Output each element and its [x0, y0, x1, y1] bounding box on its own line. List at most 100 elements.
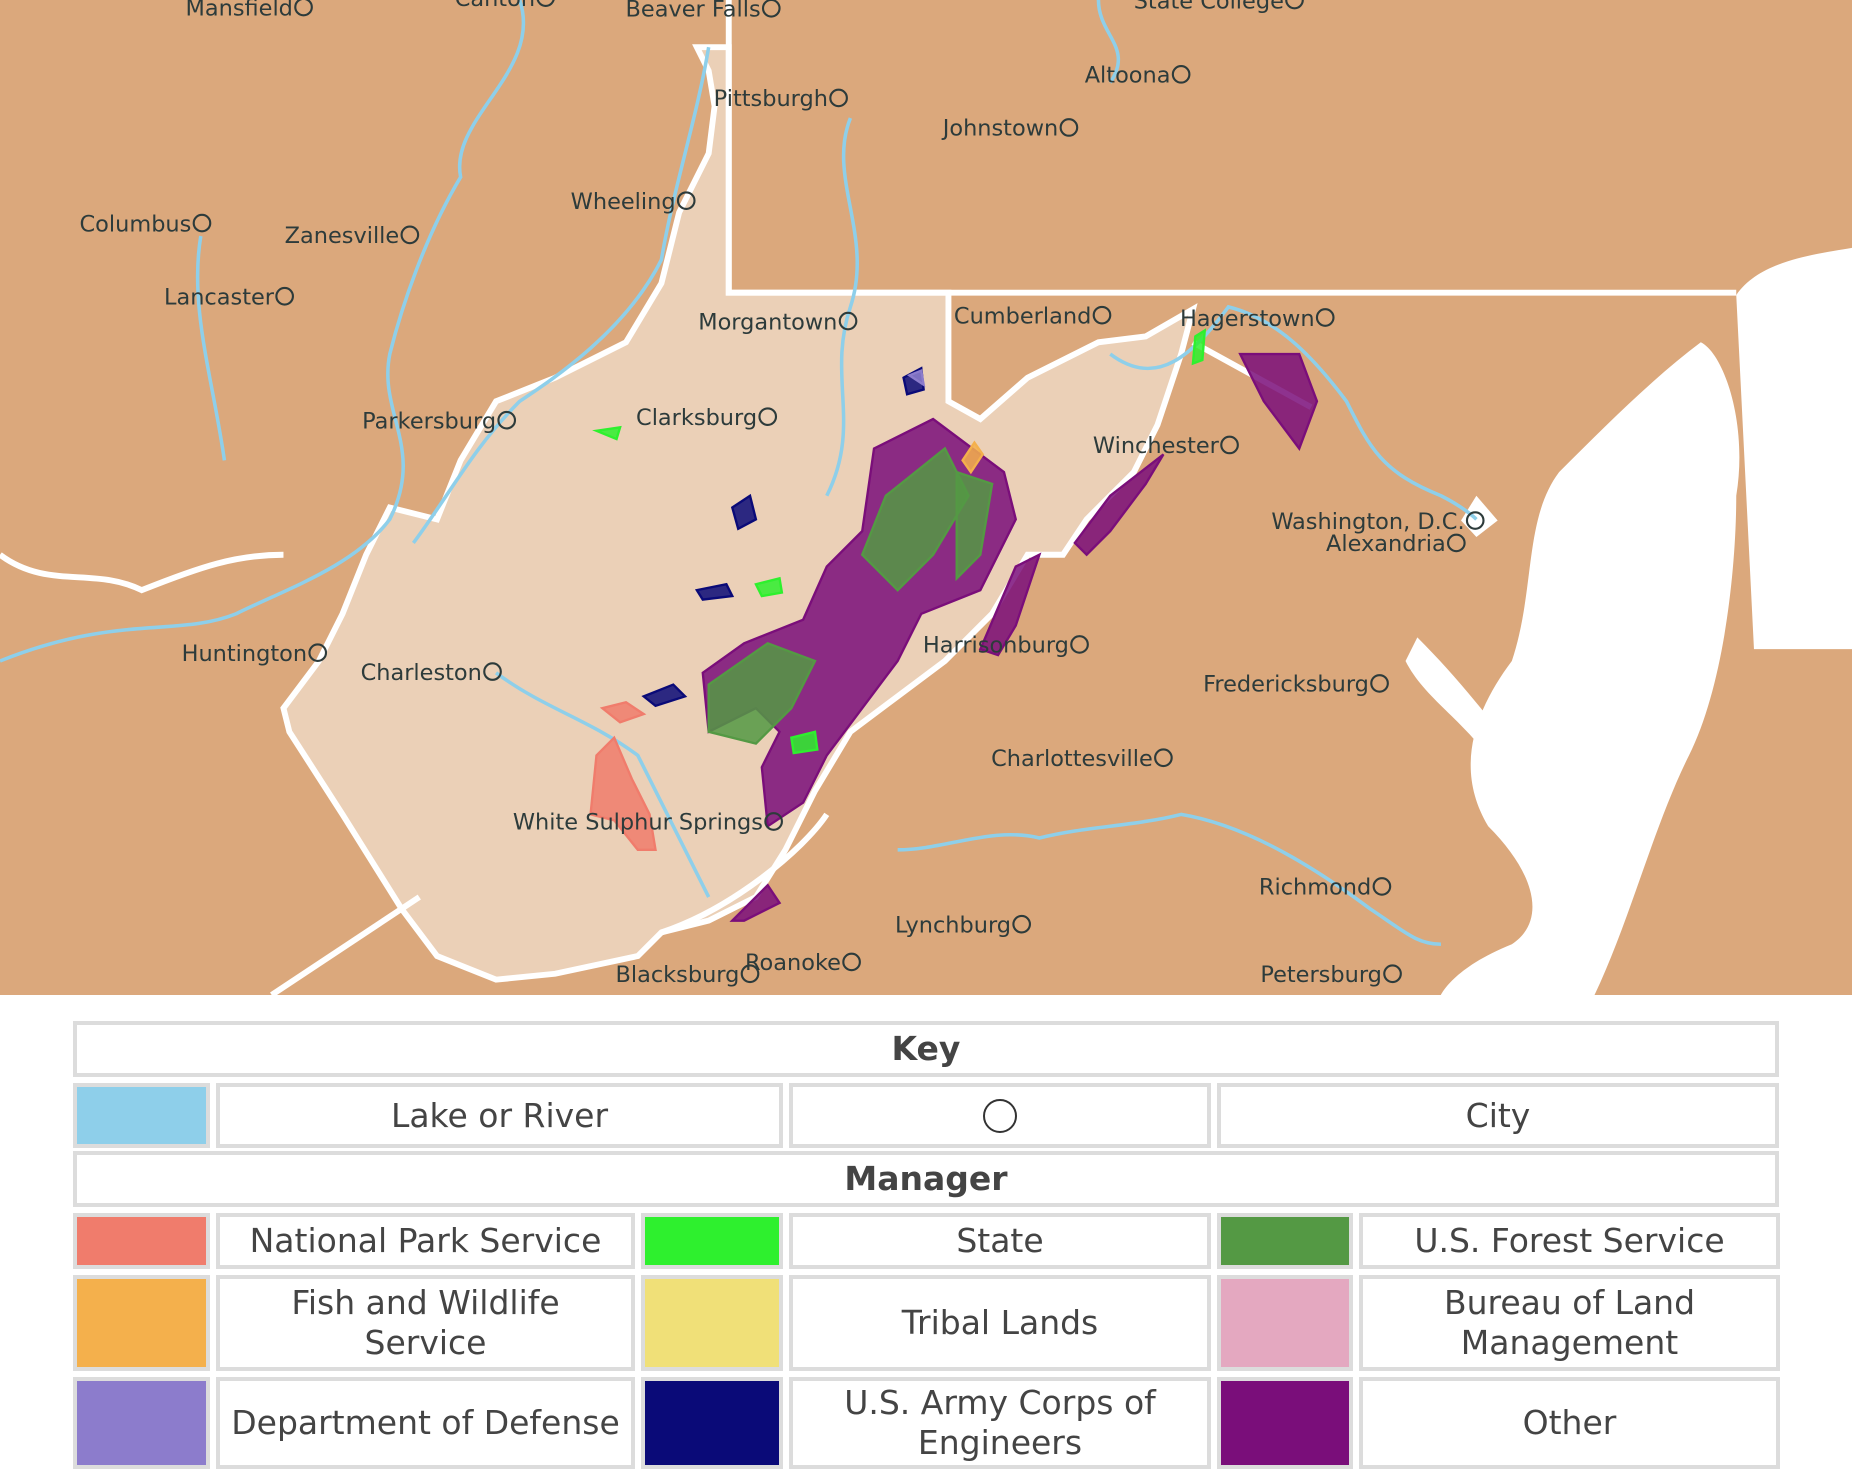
swatch — [645, 1381, 779, 1465]
city: Zanesville — [285, 223, 420, 249]
city: Beaver Falls — [626, 0, 781, 23]
city: Hagerstown — [1180, 306, 1335, 332]
land-patch — [1191, 328, 1207, 366]
city-marker — [829, 88, 848, 108]
city-marker — [1154, 748, 1173, 768]
city: Lancaster — [164, 285, 294, 311]
city: Harrisonburg — [923, 633, 1089, 659]
city: Columbus — [80, 211, 212, 237]
city-label: Zanesville — [285, 223, 400, 249]
city-label: Johnstown — [941, 116, 1059, 142]
city-marker — [758, 407, 778, 426]
city-label: Roanoke — [745, 950, 841, 976]
city-marker — [1285, 0, 1304, 10]
land-patch — [961, 440, 985, 475]
city: Charleston — [361, 660, 502, 686]
city: Johnstown — [941, 116, 1079, 142]
land-patch — [860, 446, 970, 592]
public-lands — [589, 328, 1319, 922]
manager-label: Other — [1359, 1377, 1780, 1469]
city: Morgantown — [698, 309, 858, 335]
city: Pittsburgh — [714, 86, 848, 112]
swatch — [77, 1279, 206, 1367]
land-patch — [599, 701, 647, 724]
city-marker — [1012, 914, 1032, 934]
city-label: Charleston — [361, 660, 482, 686]
city-label: Petersburg — [1260, 962, 1382, 988]
swatch — [1221, 1217, 1349, 1265]
city-marker — [294, 0, 313, 17]
city-label: Clarksburg — [636, 405, 757, 431]
city-symbol — [983, 1098, 1017, 1133]
city: Lynchburg — [895, 912, 1032, 938]
land-patch — [694, 582, 735, 601]
city-marker — [1465, 511, 1485, 530]
city: Huntington — [182, 641, 328, 667]
manager-label: National Park Service — [216, 1213, 635, 1269]
city-marker — [1383, 964, 1402, 984]
city: Winchester — [1093, 433, 1239, 459]
city-marker — [536, 0, 555, 7]
land-patch — [1073, 453, 1165, 557]
city: Canton — [455, 0, 555, 12]
manager-label: State — [789, 1213, 1211, 1269]
city-label: Charlottesville — [991, 746, 1153, 772]
city: Mansfield — [186, 0, 313, 21]
city: Roanoke — [745, 950, 861, 976]
city: Petersburg — [1260, 962, 1402, 988]
city-label: Parkersburg — [362, 408, 496, 434]
city-label: Harrisonburg — [923, 633, 1069, 659]
land-patch — [754, 576, 784, 598]
city-label: Cumberland — [954, 303, 1091, 329]
swatch-cell — [1217, 1377, 1353, 1469]
land-patch — [1238, 352, 1319, 451]
city: Alexandria — [1326, 531, 1466, 557]
city-marker — [1070, 635, 1089, 654]
city-label: Hagerstown — [1180, 306, 1315, 332]
swatch — [1221, 1381, 1349, 1465]
city-marker — [1446, 533, 1466, 553]
land-patch — [906, 368, 926, 388]
city-label: Canton — [455, 0, 535, 12]
city-label: State College — [1134, 0, 1284, 14]
city-marker — [1370, 674, 1389, 693]
city-marker — [1171, 65, 1191, 84]
city-marker — [740, 964, 760, 984]
swatch-cell — [1217, 1213, 1353, 1269]
manager-label: Department of Defense — [216, 1377, 635, 1469]
city-label: Beaver Falls — [626, 0, 761, 23]
swatch-cell — [641, 1213, 783, 1269]
city: Cumberland — [954, 303, 1112, 329]
land-patch — [589, 735, 657, 852]
swatch — [645, 1279, 779, 1367]
city-label: Washington, D.C. — [1271, 509, 1464, 535]
city: Blacksburg — [615, 962, 760, 988]
city-label: Huntington — [182, 641, 308, 667]
land-patch — [592, 425, 622, 441]
city-marker — [400, 225, 420, 245]
city: Fredericksburg — [1203, 672, 1389, 698]
city-marker — [1372, 877, 1392, 896]
city-label: Alexandria — [1326, 531, 1446, 557]
manager-label: Bureau of Land Management — [1359, 1275, 1780, 1371]
swatch-cell — [641, 1275, 783, 1371]
manager-row: Department of Defense U.S. Army Corps of … — [73, 1377, 1780, 1469]
city: Richmond — [1259, 875, 1392, 901]
swatch-cell — [73, 1083, 210, 1148]
swatch — [77, 1381, 206, 1465]
city-marker — [483, 662, 502, 681]
swatch-cell — [1217, 1275, 1353, 1371]
city-marker — [676, 191, 696, 210]
land-patch — [707, 641, 817, 745]
water-bodies — [1405, 247, 1852, 995]
city-label: Morgantown — [698, 309, 837, 335]
city-marker — [497, 410, 517, 430]
city: Altoona — [1085, 63, 1191, 89]
manager-label: Fish and Wildlife Service — [216, 1275, 635, 1371]
city-label: Lynchburg — [895, 912, 1011, 938]
manager-label: Tribal Lands — [789, 1275, 1211, 1371]
city: Wheeling — [571, 189, 696, 215]
manager-label: U.S. Army Corps of Engineers — [789, 1377, 1211, 1469]
city-marker — [761, 0, 781, 18]
land-patch — [955, 470, 994, 582]
